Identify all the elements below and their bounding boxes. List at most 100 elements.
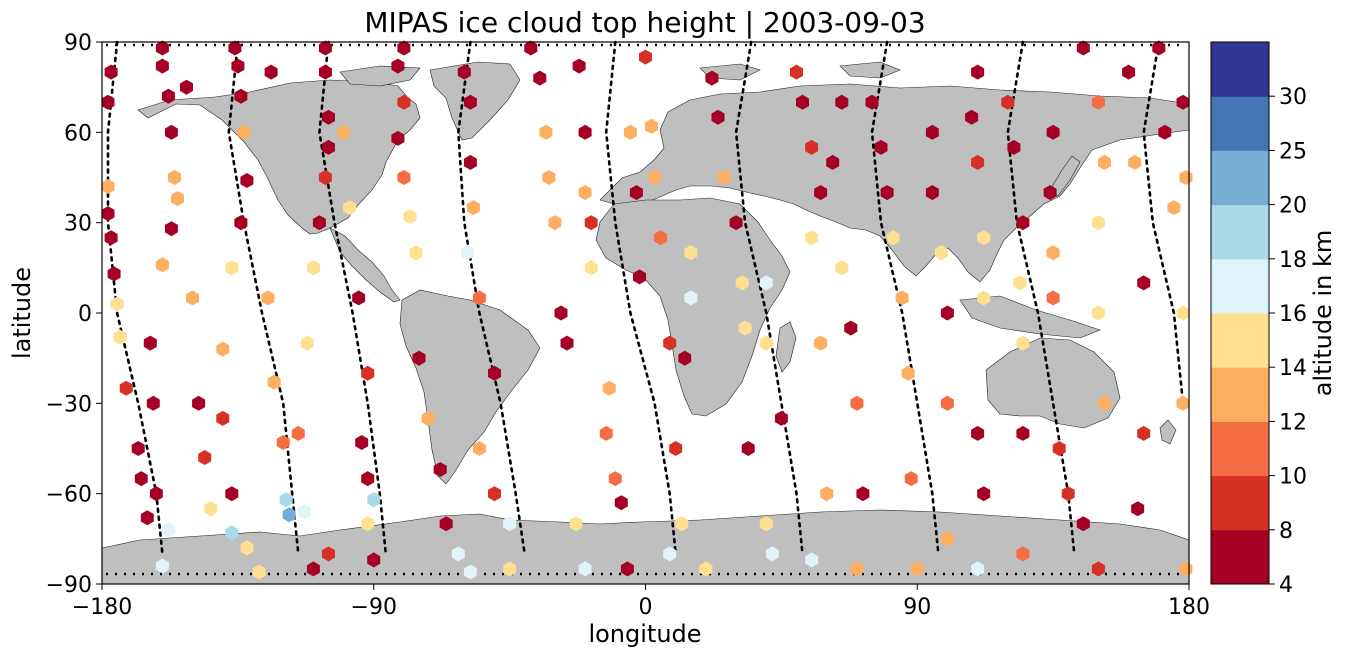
land-new-zealand xyxy=(1159,419,1177,445)
cloud-point-hexagon xyxy=(1013,275,1027,291)
cloud-point-hexagon xyxy=(113,329,127,345)
x-tick-label: 90 xyxy=(903,595,931,620)
cloud-point-hexagon xyxy=(539,124,553,140)
y-axis-label: latitude xyxy=(8,267,36,359)
cloud-point-hexagon xyxy=(463,94,477,110)
land-japan xyxy=(1049,155,1081,197)
cloud-point-hexagon xyxy=(910,561,924,577)
cloud-point-hexagon xyxy=(1137,275,1151,291)
cloud-point-hexagon xyxy=(675,516,689,532)
cloud-point-hexagon xyxy=(1137,425,1151,441)
cloud-point-hexagon xyxy=(463,154,477,170)
cloud-point-hexagon xyxy=(1091,561,1105,577)
cloud-point-hexagon xyxy=(814,335,828,351)
cloud-point-hexagon xyxy=(131,441,145,456)
cloud-point-hexagon xyxy=(397,94,411,110)
cloud-point-hexagon xyxy=(101,206,115,222)
cloud-point-hexagon xyxy=(678,350,692,366)
cloud-point-hexagon xyxy=(291,425,305,441)
cloud-point-hexagon xyxy=(805,139,819,155)
colorbar-tick-label: 25 xyxy=(1279,139,1307,164)
orbit-track-line xyxy=(734,40,804,556)
cloud-point-hexagon xyxy=(895,290,909,306)
colorbar-tick-label: 20 xyxy=(1279,194,1307,219)
colorbar-segment xyxy=(1211,313,1269,368)
cloud-point-hexagon xyxy=(759,516,773,532)
cloud-point-hexagon xyxy=(1016,546,1030,562)
cloud-point-hexagon xyxy=(684,290,698,306)
cloud-point-hexagon xyxy=(925,185,939,201)
colorbar-segment xyxy=(1211,421,1269,477)
y-tick-label: 30 xyxy=(64,212,92,237)
cloud-point-hexagon xyxy=(101,94,115,110)
cloud-point-hexagon xyxy=(352,290,366,306)
cloud-point-hexagon xyxy=(971,425,985,441)
orbit-track-line xyxy=(870,40,940,556)
colorbar-tick-label: 10 xyxy=(1279,465,1307,490)
cloud-point-hexagon xyxy=(1152,40,1166,56)
cloud-point-hexagon xyxy=(240,173,254,188)
x-axis-label: longitude xyxy=(588,620,701,648)
cloud-point-hexagon xyxy=(925,124,939,140)
cloud-point-hexagon xyxy=(488,365,501,381)
cloud-point-hexagon xyxy=(560,335,574,351)
cloud-point-hexagon xyxy=(584,215,598,231)
cloud-point-hexagon xyxy=(965,109,979,125)
cloud-point-hexagon xyxy=(391,58,405,74)
cloud-point-hexagon xyxy=(578,561,592,577)
cloud-points xyxy=(101,40,1193,580)
cloud-point-hexagon xyxy=(826,154,840,170)
cloud-point-hexagon xyxy=(814,185,828,201)
orbit-track-line xyxy=(318,40,388,556)
cloud-point-hexagon xyxy=(1176,395,1190,411)
cloud-point-hexagon xyxy=(629,185,643,201)
colorbar-segment xyxy=(1211,96,1269,151)
colorbar-tick-label: 30 xyxy=(1279,85,1307,110)
cloud-point-hexagon xyxy=(101,179,115,194)
cloud-point-hexagon xyxy=(433,462,447,478)
cloud-point-hexagon xyxy=(306,561,320,577)
cloud-point-hexagon xyxy=(717,170,731,185)
land-south-america xyxy=(399,289,541,485)
colorbar-tick-label: 18 xyxy=(1279,248,1307,273)
cloud-point-hexagon xyxy=(198,450,212,465)
cloud-point-hexagon xyxy=(155,40,169,56)
cloud-point-hexagon xyxy=(252,564,266,580)
orbit-track-line xyxy=(604,40,677,556)
cloud-point-hexagon xyxy=(1007,139,1021,155)
cloud-point-hexagon xyxy=(1076,516,1090,532)
land-madagascar xyxy=(775,321,797,373)
cloud-point-hexagon xyxy=(1061,486,1075,502)
colorbar-segment xyxy=(1211,367,1269,422)
cloud-point-hexagon xyxy=(237,124,251,140)
colorbar-segment xyxy=(1211,150,1269,206)
cloud-point-hexagon xyxy=(155,257,169,273)
cloud-point-hexagon xyxy=(503,516,517,532)
cloud-point-hexagon xyxy=(466,200,480,216)
land-southeast-asia-islands xyxy=(959,295,1101,339)
cloud-point-hexagon xyxy=(741,441,755,456)
cloud-point-hexagon xyxy=(282,507,296,523)
x-axis-ticks: −180 −90 0 90 180 xyxy=(72,584,1210,620)
cloud-point-hexagon xyxy=(337,124,351,140)
cloud-point-hexagon xyxy=(168,170,181,185)
cloud-point-hexagon xyxy=(264,64,278,80)
cloud-point-hexagon xyxy=(759,335,773,351)
cloud-point-hexagon xyxy=(542,170,556,185)
cloud-point-hexagon xyxy=(1176,305,1190,321)
cloud-point-hexagon xyxy=(231,58,245,74)
cloud-point-hexagon xyxy=(488,486,501,502)
cloud-point-hexagon xyxy=(1167,200,1181,216)
y-tick-label: −30 xyxy=(46,392,92,417)
cloud-point-hexagon xyxy=(774,410,788,426)
cloud-point-hexagon xyxy=(1091,215,1105,231)
cloud-point-hexagon xyxy=(161,522,175,538)
y-tick-label: 60 xyxy=(64,121,92,146)
cloud-point-hexagon xyxy=(261,290,275,306)
cloud-point-hexagon xyxy=(1046,245,1060,261)
cloud-point-hexagon xyxy=(421,410,435,426)
colorbar-label: altitude in km xyxy=(1309,230,1337,397)
cloud-point-hexagon xyxy=(1098,395,1111,411)
cloud-point-hexagon xyxy=(524,40,538,56)
cloud-point-hexagon xyxy=(835,260,849,276)
